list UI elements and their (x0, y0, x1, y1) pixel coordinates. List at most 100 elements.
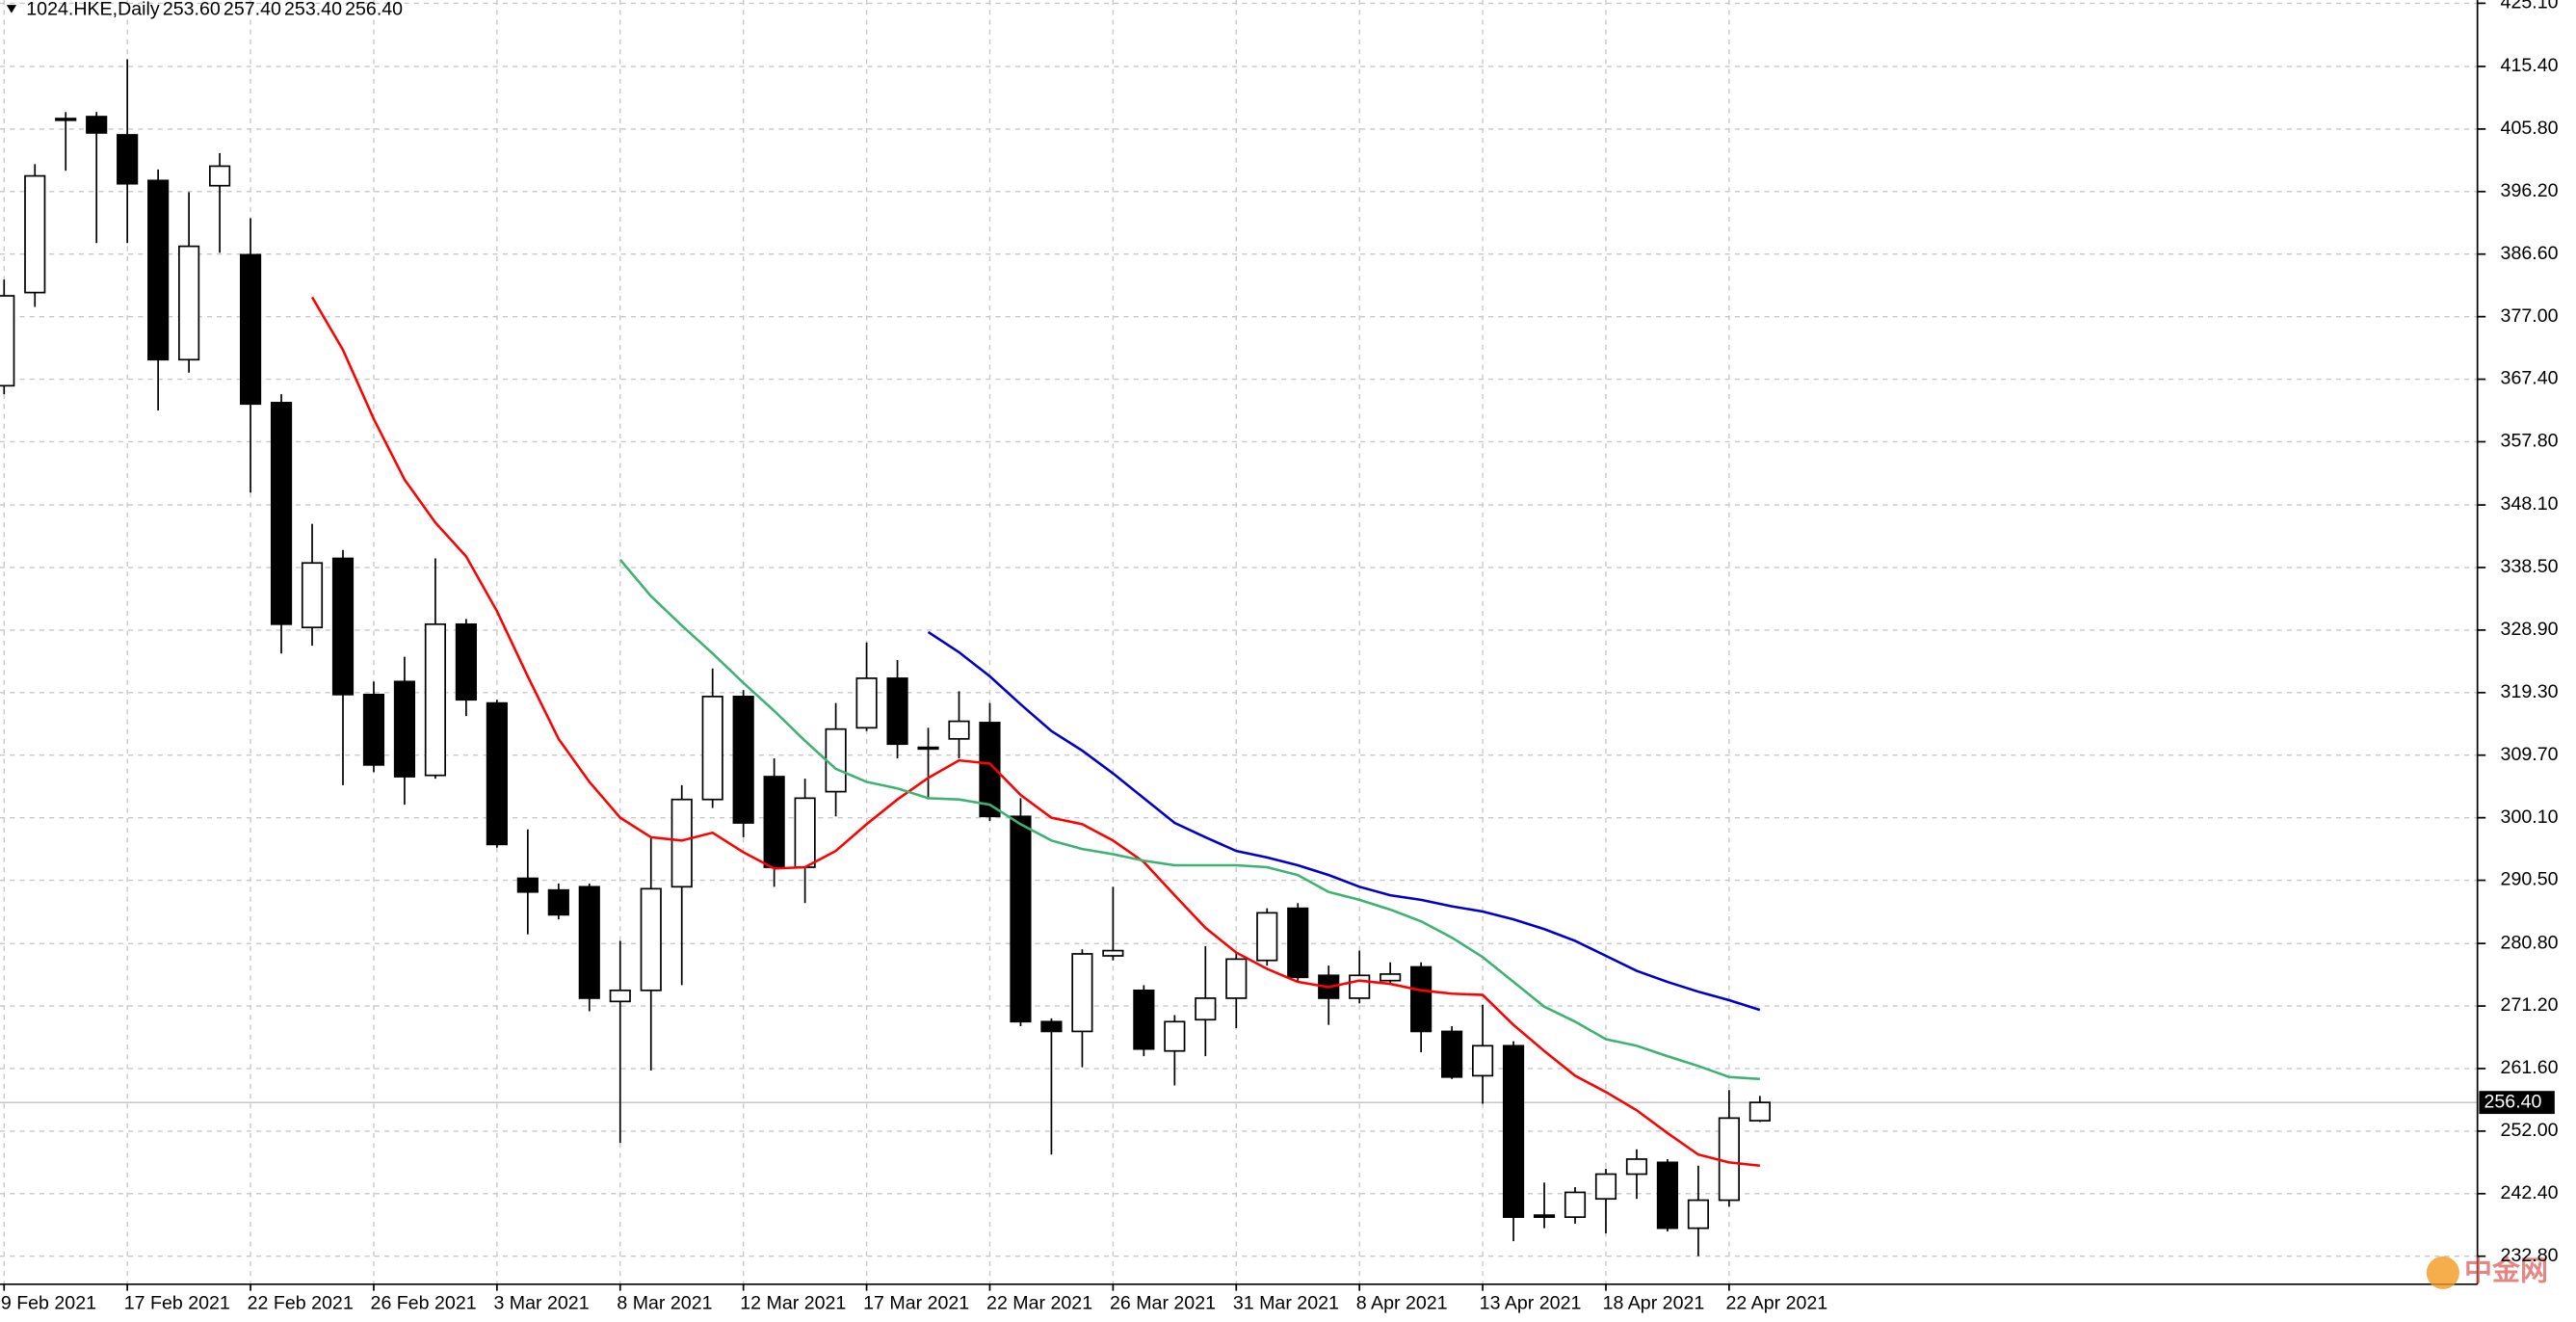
x-tick-label: 3 Mar 2021 (493, 1292, 589, 1313)
y-tick-label: 280.80 (2501, 932, 2559, 953)
last-price-box (2479, 1091, 2555, 1115)
x-tick-label: 31 Mar 2021 (1233, 1292, 1339, 1313)
y-tick-label: 425.10 (2501, 0, 2559, 13)
moving-average-line (927, 630, 1761, 1012)
candle-body (1564, 1191, 1587, 1219)
x-tick-label: 8 Mar 2021 (617, 1292, 712, 1313)
y-tick-label: 319.30 (2501, 681, 2559, 702)
candle-body (1594, 1173, 1617, 1201)
plot (0, 59, 1771, 1256)
candle-body (578, 886, 600, 999)
x-tick-label: 9 Feb 2021 (1, 1292, 96, 1313)
candle-body (948, 720, 970, 740)
y-tick-label: 338.50 (2501, 556, 2559, 577)
candle-body (1625, 1158, 1648, 1176)
candle-body (209, 165, 231, 187)
candle-body (486, 701, 508, 846)
y-tick-label: 300.10 (2501, 806, 2559, 828)
candle-body (763, 776, 785, 868)
y-tick-label: 290.50 (2501, 869, 2559, 890)
menu-arrow[interactable] (6, 5, 17, 13)
candle-body (1533, 1214, 1556, 1219)
candle-body (640, 887, 662, 992)
y-tick-label: 415.40 (2501, 55, 2559, 76)
candle-body (270, 402, 293, 625)
candle-body (886, 677, 908, 746)
candle-body (331, 557, 355, 696)
x-tick-label: 13 Apr 2021 (1480, 1292, 1582, 1313)
candle-body (1133, 989, 1155, 1050)
watermark: 中金网 (2464, 1256, 2548, 1287)
candle-body (147, 179, 170, 361)
candle-body (1102, 949, 1124, 957)
y-tick-label: 309.70 (2501, 744, 2559, 765)
candle-body (1502, 1044, 1525, 1219)
y-tick-label: 271.20 (2501, 994, 2559, 1016)
candle-body (1164, 1020, 1186, 1052)
candle-body (516, 877, 539, 893)
x-tick-label: 17 Mar 2021 (863, 1292, 969, 1313)
x-tick-label: 17 Feb 2021 (124, 1292, 230, 1313)
candle-body (0, 295, 15, 387)
candle-body (1287, 907, 1309, 979)
candle-body (1010, 815, 1032, 1023)
candle-body (979, 722, 1001, 818)
candle-body (178, 245, 200, 361)
candle-body (55, 118, 77, 121)
y-tick-label: 242.40 (2501, 1182, 2559, 1203)
y-tick-label: 328.90 (2501, 619, 2559, 640)
candle-body (239, 253, 262, 406)
x-tick-label: 22 Feb 2021 (248, 1292, 354, 1313)
y-tick-label: 357.80 (2501, 431, 2559, 452)
y-tick-label: 377.00 (2501, 305, 2559, 327)
x-tick-label: 8 Apr 2021 (1356, 1292, 1448, 1313)
x-tick-label: 18 Apr 2021 (1603, 1292, 1705, 1313)
grid (0, 0, 2478, 1284)
candle-body (794, 797, 816, 868)
moving-average-line (618, 559, 1760, 1081)
candle-body (86, 116, 108, 134)
candle-body (1410, 965, 1433, 1033)
x-tick-label: 26 Mar 2021 (1110, 1292, 1216, 1313)
last-high: 257.40 (223, 0, 281, 19)
x-tick-label: 22 Apr 2021 (1725, 1292, 1827, 1313)
candle-body (1071, 953, 1093, 1033)
moving-average-line (310, 296, 1760, 1168)
candle-body (1748, 1101, 1771, 1122)
y-tick-label: 348.10 (2501, 493, 2559, 515)
watermark-logo (2426, 1256, 2459, 1289)
candle-body (1195, 997, 1217, 1021)
candle-body (855, 677, 878, 729)
candle-body (547, 888, 569, 916)
x-tick-label: 12 Mar 2021 (740, 1292, 846, 1313)
x-tick-label: 22 Mar 2021 (986, 1292, 1092, 1313)
candle-body (424, 622, 447, 777)
candle-body (1441, 1030, 1463, 1078)
candle-body (825, 727, 847, 793)
candle-body (1040, 1020, 1063, 1033)
candle-body (609, 989, 631, 1003)
candle-body (1472, 1044, 1494, 1077)
candle-body (393, 680, 416, 778)
candle-body (301, 562, 324, 629)
candle-body (1656, 1161, 1679, 1229)
y-tick-label: 386.60 (2501, 243, 2559, 264)
y-tick-label: 396.20 (2501, 180, 2559, 201)
y-tick-label: 367.40 (2501, 368, 2559, 389)
candle-body (455, 622, 477, 701)
candle-body (1256, 912, 1278, 962)
y-tick-label: 252.00 (2501, 1120, 2559, 1141)
candle-body (1687, 1199, 1709, 1229)
last-open: 253.60 (163, 0, 221, 19)
candle-body (1225, 958, 1248, 999)
candle-body (917, 746, 939, 751)
x-tick-label: 26 Feb 2021 (371, 1292, 477, 1313)
y-tick-label: 232.80 (2501, 1245, 2559, 1266)
candle-body (362, 693, 385, 766)
candle-body (670, 798, 693, 888)
candle-body (732, 696, 754, 824)
last-close: 256.40 (345, 0, 403, 19)
